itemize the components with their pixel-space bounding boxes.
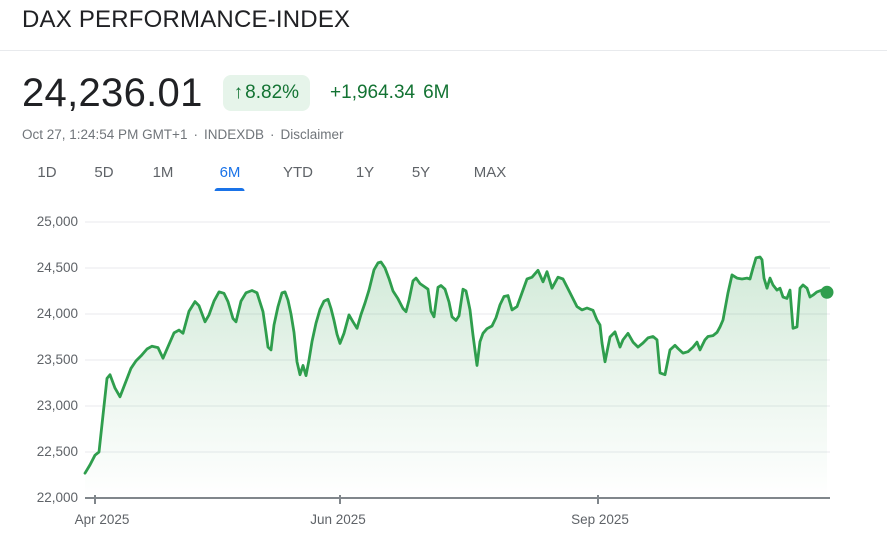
- page-title: DAX PERFORMANCE-INDEX: [22, 6, 350, 34]
- price-chart-svg[interactable]: [0, 200, 887, 546]
- tab-1m[interactable]: 1M: [151, 160, 176, 193]
- separator-dot: ·: [270, 127, 275, 142]
- tab-ytd[interactable]: YTD: [281, 160, 315, 193]
- price-chart[interactable]: 25,000 24,500 24,000 23,500 23,000 22,500 22,0…: [0, 200, 887, 546]
- x-axis-label: Apr 2025: [75, 512, 130, 527]
- timestamp: Oct 27, 1:24:54 PM GMT+1: [22, 127, 187, 142]
- x-axis-label: Jun 2025: [310, 512, 366, 527]
- disclaimer-link[interactable]: Disclaimer: [280, 127, 343, 142]
- y-axis-label: 25,000: [0, 214, 78, 230]
- finance-quote-page: DAX PERFORMANCE-INDEX 24,236.01 ↑ 8.82% …: [0, 0, 887, 546]
- last-price-dot: [821, 286, 834, 299]
- tab-5y[interactable]: 5Y: [410, 160, 432, 193]
- exchange-name: INDEXDB: [204, 127, 264, 142]
- x-axis-label: Sep 2025: [571, 512, 629, 527]
- change-percent-badge: ↑ 8.82%: [223, 75, 310, 111]
- quote-meta: Oct 27, 1:24:54 PM GMT+1 · INDEXDB · Dis…: [22, 127, 343, 142]
- quote-row: 24,236.01 ↑ 8.82% +1,964.34 6M: [22, 70, 450, 116]
- y-axis-label: 22,500: [0, 444, 78, 460]
- current-price: 24,236.01: [22, 71, 203, 116]
- y-axis-label: 24,000: [0, 306, 78, 322]
- change-absolute: +1,964.34 6M: [330, 82, 449, 104]
- tab-5d[interactable]: 5D: [92, 160, 115, 193]
- time-range-tabs: 1D 5D 1M 6M YTD 1Y 5Y MAX: [0, 156, 887, 190]
- change-absolute-value: +1,964.34: [330, 82, 415, 104]
- change-percent-value: 8.82%: [245, 82, 299, 104]
- y-axis-label: 24,500: [0, 260, 78, 276]
- tab-max[interactable]: MAX: [472, 160, 509, 193]
- tab-1y[interactable]: 1Y: [354, 160, 376, 193]
- header-divider: [0, 50, 887, 51]
- arrow-up-icon: ↑: [234, 82, 244, 104]
- y-axis-label: 23,500: [0, 352, 78, 368]
- y-axis-label: 23,000: [0, 398, 78, 414]
- separator-dot: ·: [193, 127, 198, 142]
- y-axis-label: 22,000: [0, 490, 78, 506]
- tab-1d[interactable]: 1D: [35, 160, 58, 193]
- series-area-fill: [85, 257, 827, 498]
- tab-6m[interactable]: 6M: [218, 160, 243, 193]
- change-period-label: 6M: [423, 82, 449, 104]
